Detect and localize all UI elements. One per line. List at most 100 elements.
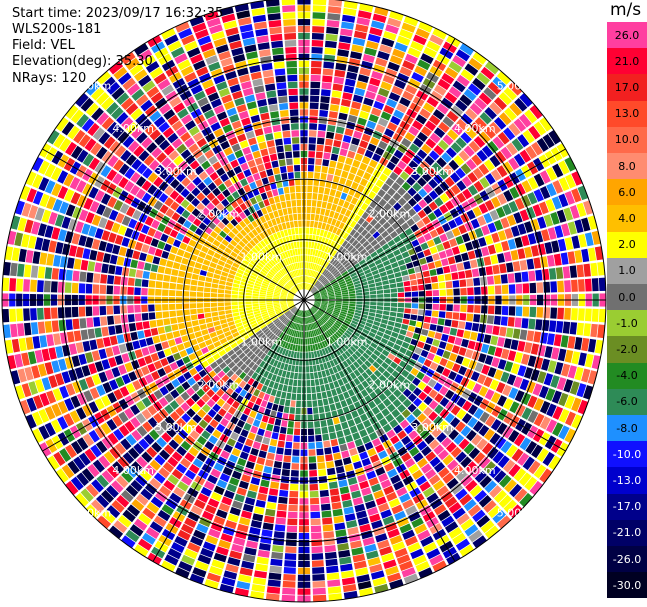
radar-gate [260,352,267,360]
radar-gate [391,331,399,339]
radar-gate [333,333,340,340]
radar-gate [441,258,449,267]
radar-gate [326,418,334,426]
radar-gate [381,408,390,417]
radar-gate [132,340,141,350]
radar-gate [409,320,417,327]
radar-gate [309,476,318,484]
radar-gate [187,78,200,89]
radar-gate [285,546,297,554]
radar-gate [500,371,510,383]
radar-gate [166,260,174,268]
radar-gate [239,211,247,220]
radar-gate [480,276,488,286]
radar-gate [393,149,404,160]
radar-gate [405,505,418,516]
radar-gate [293,428,301,436]
radar-gate [170,46,185,59]
radar-gate [141,347,150,357]
radar-gate [130,404,141,416]
radar-gate [418,291,426,297]
radar-gate [244,94,256,103]
radar-gate [332,312,339,317]
radar-gate [105,242,114,253]
radar-gate [108,232,117,243]
radar-gate [259,270,267,277]
radar-gate [385,177,395,187]
radar-gate [317,399,324,407]
radar-gate [101,436,113,450]
radar-gate [569,265,578,278]
radar-gate [353,369,361,377]
radar-gate [291,256,295,263]
radar-gate [538,201,549,215]
radar-gate [335,401,342,410]
radar-gate [280,300,287,302]
radar-gate [217,370,226,379]
radar-gate [90,499,105,514]
radar-gate [383,289,391,294]
radar-gate [292,386,297,394]
radar-gate [340,325,347,332]
radar-gate [108,61,124,75]
radar-gate [286,265,291,273]
radar-gate [307,178,313,186]
radar-gate [309,109,319,117]
radar-gate [170,246,179,255]
radar-gate [115,324,123,334]
radar-gate [369,159,378,169]
radar-gate [581,368,591,383]
radar-gate [73,456,86,471]
radar-gate [92,306,100,316]
radar-gate [281,305,288,308]
radar-gate [487,222,497,234]
radar-gate [276,285,283,290]
radar-gate [512,328,521,339]
radar-gate [473,314,481,323]
radar-gate [309,337,312,345]
radar-gate [369,227,377,235]
radar-gate [306,393,312,401]
radar-gate [184,71,197,83]
radar-gate [565,411,576,426]
radar-gate [128,371,138,382]
radar-gate [283,186,290,194]
radar-gate [469,122,482,135]
radar-gate [438,341,447,350]
radar-gate [181,34,196,46]
radar-gate [382,193,392,202]
radar-gate [120,149,132,162]
radar-gate [417,315,425,322]
radar-gate [420,463,433,474]
radar-gate [231,365,239,373]
radar-gate [399,29,414,40]
radar-gate [157,509,171,522]
radar-gate [359,178,368,187]
radar-gate [212,316,220,322]
radar-gate [218,87,230,98]
radar-gate [322,398,329,406]
radar-gate [138,49,153,62]
radar-gate [365,322,373,328]
radar-gate [375,179,384,188]
radar-gate [280,302,287,305]
radar-gate [548,320,557,332]
radar-gate [274,454,283,462]
radar-gate [334,291,342,295]
radar-gate [267,272,274,279]
radar-gate [60,332,68,344]
radar-gate [427,262,436,270]
radar-gate [239,363,248,371]
radar-gate [503,127,516,141]
radar-gate [552,406,564,420]
radar-gate [253,21,267,30]
radar-gate [225,378,234,387]
radar-gate [192,373,202,382]
radar-gate [439,192,450,203]
radar-gate [291,463,300,470]
radar-gate [397,430,407,440]
radar-gate [337,542,350,551]
radar-gate [218,183,227,192]
radar-gate [290,193,296,200]
radar-gate [474,362,484,373]
